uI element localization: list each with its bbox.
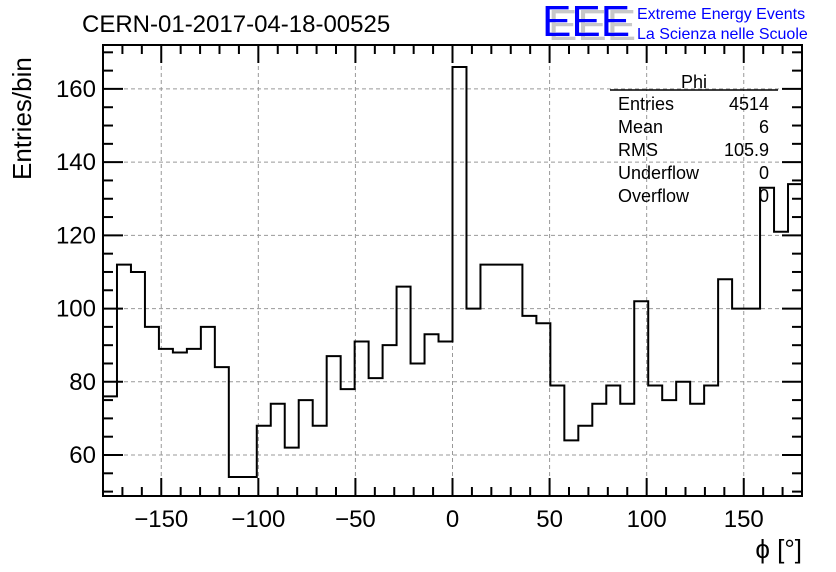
y-axis-label: Entries/bin xyxy=(7,57,37,180)
y-tick-label: 100 xyxy=(56,296,96,323)
x-tick-label: 50 xyxy=(536,506,563,533)
x-tick-label: −50 xyxy=(335,506,376,533)
stats-value: 6 xyxy=(759,117,769,137)
axis-ticks xyxy=(102,45,803,496)
y-tick-label: 60 xyxy=(69,442,96,469)
x-tick-label: −100 xyxy=(231,506,285,533)
tick-labels: −150 −100 −50 0 50 100 150 60 80 100 120 140 160 xyxy=(56,76,764,533)
eee-logo: EEE Extreme Energy Events La Scienza nel… xyxy=(542,0,808,46)
stats-title: Phi xyxy=(681,72,707,92)
stats-label: Underflow xyxy=(618,163,700,183)
histogram-line xyxy=(103,65,802,478)
stats-label: Entries xyxy=(618,94,674,114)
y-tick-label: 160 xyxy=(56,76,96,103)
chart-title: CERN-01-2017-04-18-00525 xyxy=(82,11,390,38)
x-tick-label: 150 xyxy=(724,506,764,533)
stats-value: 0 xyxy=(759,163,769,183)
stats-value: 105.9 xyxy=(724,140,769,160)
stats-label: RMS xyxy=(618,140,658,160)
logo-line1: Extreme Energy Events xyxy=(637,6,805,23)
logo-line2: La Scienza nelle Scuole xyxy=(637,26,808,43)
x-tick-label: 0 xyxy=(446,506,459,533)
y-tick-label: 140 xyxy=(56,149,96,176)
stats-value: 4514 xyxy=(729,94,769,114)
stats-box: Phi Entries 4514 Mean 6 RMS 105.9 Underflow 0 Ov… xyxy=(610,72,778,206)
stats-label: Mean xyxy=(618,117,663,137)
x-tick-label: 100 xyxy=(627,506,667,533)
stats-label: Overflow xyxy=(618,186,690,206)
y-tick-label: 120 xyxy=(56,222,96,249)
y-tick-label: 80 xyxy=(69,369,96,396)
stats-value: 0 xyxy=(759,186,769,206)
x-axis-label: ϕ [°] xyxy=(755,534,802,564)
logo-mark: EEE xyxy=(542,0,630,46)
x-tick-label: −150 xyxy=(134,506,188,533)
